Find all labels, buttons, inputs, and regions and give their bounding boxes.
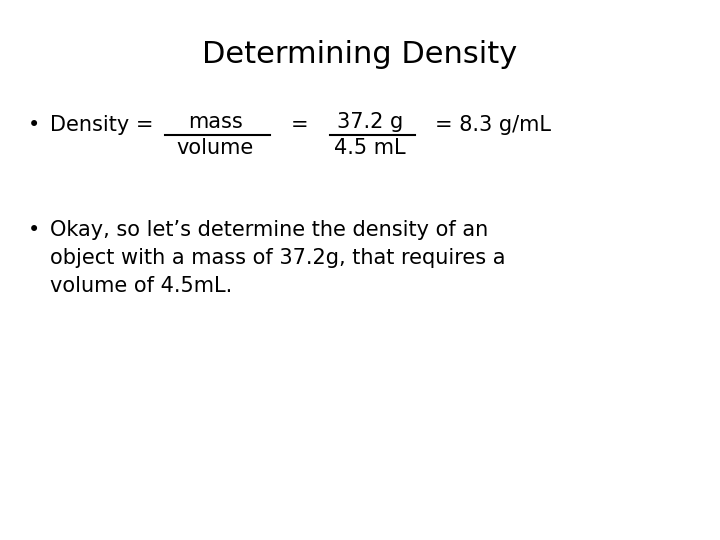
Text: Determining Density: Determining Density <box>202 40 518 69</box>
Text: mass: mass <box>188 112 243 132</box>
Text: 37.2 g: 37.2 g <box>337 112 403 132</box>
Text: volume: volume <box>176 138 253 158</box>
Text: volume of 4.5mL.: volume of 4.5mL. <box>50 276 233 296</box>
Text: 4.5 mL: 4.5 mL <box>334 138 406 158</box>
Text: Okay, so let’s determine the density of an: Okay, so let’s determine the density of … <box>50 220 488 240</box>
Text: •: • <box>28 220 40 240</box>
Text: •: • <box>28 115 40 135</box>
Text: =: = <box>291 115 309 135</box>
Text: object with a mass of 37.2g, that requires a: object with a mass of 37.2g, that requir… <box>50 248 505 268</box>
Text: = 8.3 g/mL: = 8.3 g/mL <box>435 115 551 135</box>
Text: Density =: Density = <box>50 115 160 135</box>
